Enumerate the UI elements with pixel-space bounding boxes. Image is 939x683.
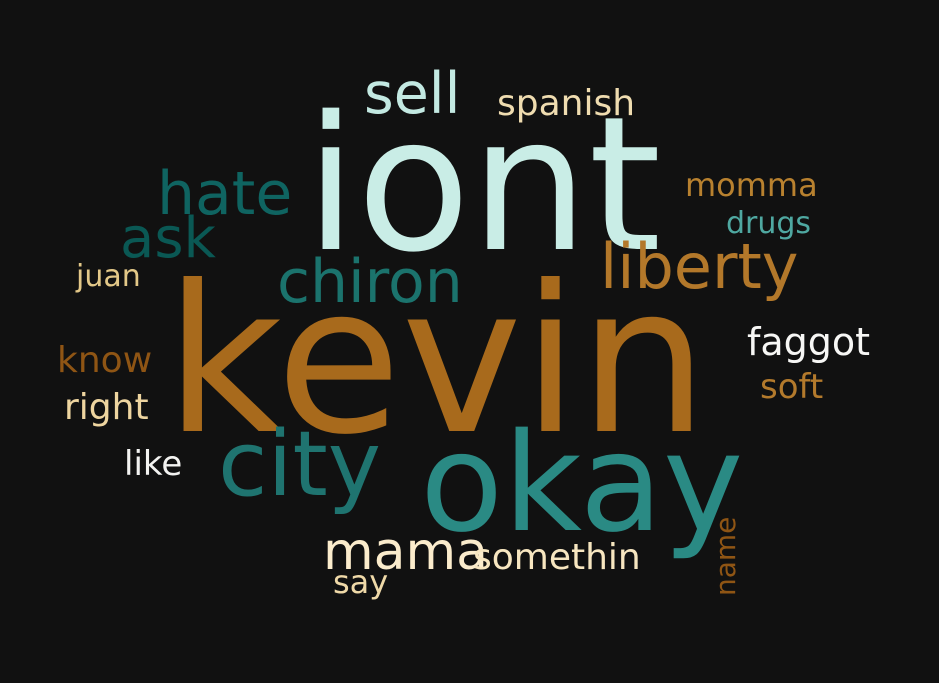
word-iont: iont bbox=[305, 76, 662, 293]
word-know: know bbox=[57, 340, 153, 381]
word-like: like bbox=[124, 444, 183, 484]
word-okay: okay bbox=[420, 405, 744, 563]
word-drugs: drugs bbox=[726, 206, 812, 241]
word-city: city bbox=[218, 412, 382, 517]
word-soft: soft bbox=[760, 367, 824, 407]
word-say: say bbox=[333, 563, 389, 601]
word-right: right bbox=[64, 387, 149, 428]
word-name-vertical: name bbox=[709, 517, 742, 596]
word-somethin: somethin bbox=[473, 537, 641, 578]
word-hate: hate bbox=[157, 159, 293, 229]
word-momma: momma bbox=[685, 166, 818, 204]
word-kevin: kevin bbox=[165, 243, 709, 480]
word-juan: juan bbox=[76, 259, 141, 294]
word-chiron: chiron bbox=[277, 247, 463, 317]
word-sell: sell bbox=[364, 61, 461, 127]
word-faggot: faggot bbox=[747, 320, 871, 364]
word-mama: mama bbox=[323, 522, 489, 582]
word-liberty: liberty bbox=[600, 230, 799, 303]
word-spanish: spanish bbox=[497, 83, 636, 124]
word-ask: ask bbox=[120, 206, 216, 271]
word-name: name bbox=[709, 516, 742, 596]
